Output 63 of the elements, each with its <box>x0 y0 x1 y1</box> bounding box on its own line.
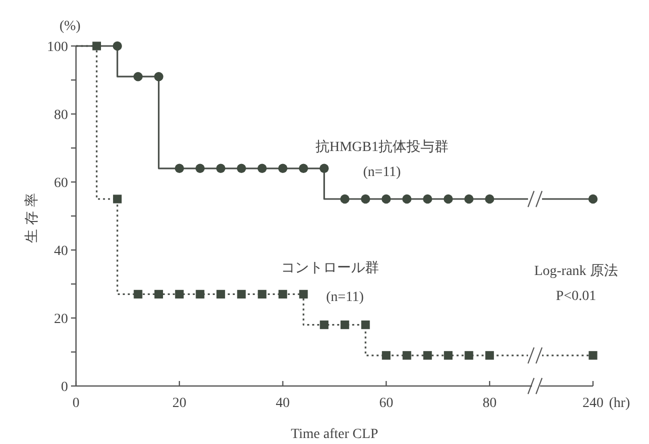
point <box>299 290 308 298</box>
y-tick-label: 20 <box>54 312 68 327</box>
point <box>588 351 598 360</box>
point <box>320 320 328 330</box>
point <box>423 351 432 360</box>
point <box>195 164 205 173</box>
point <box>174 164 184 173</box>
y-tick-label: 80 <box>54 108 68 123</box>
x-tick-label: 0 <box>72 396 80 411</box>
point <box>258 290 266 298</box>
annotation: コントロール群 <box>281 261 379 276</box>
annotation: (n=11) <box>326 290 364 305</box>
annotation: (n=11) <box>363 165 401 180</box>
point <box>278 164 288 173</box>
x-tick-label: 40 <box>276 396 290 411</box>
y-tick-label: 100 <box>47 40 68 55</box>
point <box>154 290 164 298</box>
point <box>340 194 350 204</box>
point <box>485 194 494 204</box>
point <box>298 164 308 173</box>
y-axis-title: 生存率 <box>24 189 40 243</box>
point <box>134 290 142 298</box>
x-tick-label: 80 <box>482 396 497 411</box>
annotation: 抗HMGB1抗体投与群 <box>316 140 448 155</box>
point <box>382 194 391 204</box>
point <box>360 194 370 204</box>
point <box>402 351 412 360</box>
point <box>216 164 226 173</box>
x-tick-label: 240 <box>582 396 604 411</box>
point <box>175 290 184 298</box>
point <box>588 194 598 204</box>
point <box>133 72 143 82</box>
point <box>464 351 474 360</box>
y-tick-label: 0 <box>61 380 68 395</box>
point <box>216 290 226 298</box>
y-tick-label: 40 <box>54 244 68 259</box>
point <box>154 72 164 82</box>
annotation: Log-rank 原法 <box>534 264 618 279</box>
point <box>422 194 432 204</box>
annotation: (%) <box>60 19 80 34</box>
point <box>464 194 474 204</box>
point <box>382 351 390 360</box>
point <box>92 42 101 50</box>
point <box>361 320 370 330</box>
annotation: (hr) <box>609 396 630 411</box>
point <box>444 351 453 360</box>
point <box>485 351 494 360</box>
x-axis-title: Time after CLP <box>290 427 378 442</box>
annotation: P<0.01 <box>556 289 596 304</box>
point <box>237 290 246 298</box>
point <box>258 164 267 173</box>
point <box>340 320 350 330</box>
x-tick-label: 20 <box>172 396 186 411</box>
point <box>113 194 122 204</box>
point <box>236 164 246 173</box>
point <box>196 290 204 298</box>
x-tick-label: 60 <box>379 396 394 411</box>
point <box>402 194 412 204</box>
point <box>444 194 453 204</box>
point <box>112 41 122 51</box>
point <box>320 164 329 173</box>
point <box>278 290 288 298</box>
y-tick-label: 60 <box>54 176 68 191</box>
